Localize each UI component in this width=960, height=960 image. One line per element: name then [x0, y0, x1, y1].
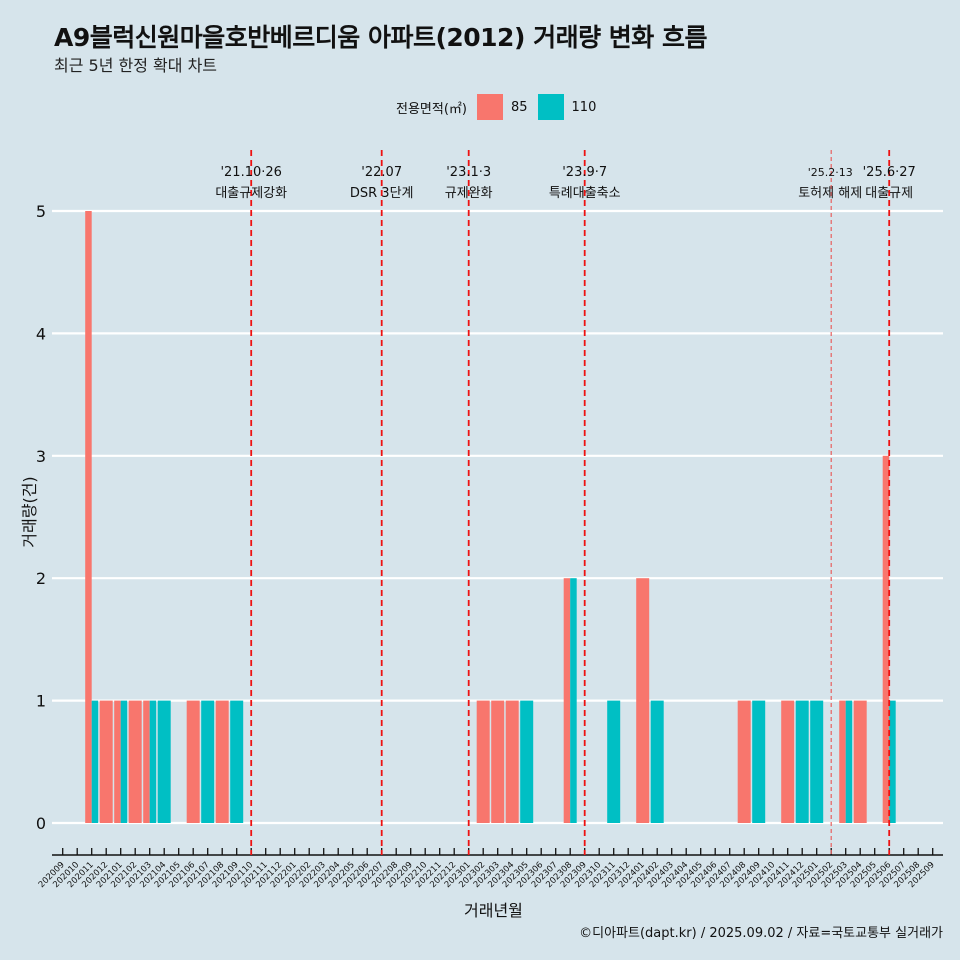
bar-110 — [201, 700, 215, 823]
bar-85 — [505, 700, 519, 823]
event-date: '21.10·26 — [220, 165, 281, 180]
event-label: 대출규제강화 — [215, 186, 287, 201]
y-tick-label: 0 — [36, 814, 46, 833]
x-axis-title: 거래년월 — [464, 901, 523, 920]
bar-85 — [99, 700, 113, 823]
bar-85 — [737, 700, 751, 823]
event-date: '22.07 — [361, 165, 402, 180]
bar-85 — [563, 578, 571, 823]
y-axis-title: 거래량(건) — [20, 476, 39, 548]
y-tick-label: 5 — [36, 202, 46, 221]
bar-110 — [650, 700, 664, 823]
legend-swatch-85 — [476, 94, 503, 120]
bar-110 — [230, 700, 244, 823]
event-label: 토허제 해제 — [798, 186, 862, 201]
y-tick-label: 1 — [36, 692, 46, 711]
bar-110 — [91, 700, 99, 823]
chart-subtitle: 최근 5년 한정 확대 차트 — [54, 56, 218, 75]
bar-85 — [491, 700, 505, 823]
caption: ©디아파트(dapt.kr) / 2025.09.02 / 자료=국토교통부 실… — [579, 926, 943, 941]
event-label: DSR 3단계 — [350, 186, 414, 201]
bar-85 — [114, 700, 121, 823]
event-date: '23.1·3 — [446, 165, 491, 180]
bar-85 — [853, 700, 867, 823]
event-date: '25.2·13 — [808, 166, 853, 179]
bar-85 — [839, 700, 846, 823]
bar-110 — [149, 700, 157, 823]
bar-110 — [157, 700, 171, 823]
bar-85 — [85, 211, 92, 823]
event-label: 특례대출축소 — [549, 186, 621, 201]
legend-label-85: 85 — [510, 99, 528, 115]
bar-85 — [143, 700, 150, 823]
bar-85 — [636, 578, 650, 823]
bar-110 — [810, 700, 824, 823]
bar-110 — [570, 578, 577, 823]
bar-110 — [520, 700, 534, 823]
bar-110 — [752, 700, 766, 823]
bar-110 — [795, 700, 809, 823]
event-label: 대출규제 — [865, 186, 913, 201]
bar-85 — [882, 455, 890, 823]
bar-110 — [889, 700, 896, 823]
bar-110 — [120, 700, 128, 823]
bar-85 — [128, 700, 142, 823]
bar-85 — [476, 700, 490, 823]
legend: 전용면적(㎡) 85 110 — [396, 94, 596, 120]
legend-swatch-110 — [537, 94, 564, 120]
legend-title: 전용면적(㎡) — [396, 101, 467, 117]
event-date: '23.9·7 — [562, 165, 607, 180]
y-tick-label: 4 — [36, 324, 46, 343]
chart-title: A9블럭신원마을호반베르디움 아파트(2012) 거래량 변화 흐름 — [54, 23, 708, 52]
bar-85 — [781, 700, 795, 823]
event-label: 규제완화 — [445, 186, 493, 201]
bar-110 — [845, 700, 853, 823]
bar-85 — [215, 700, 229, 823]
legend-label-110: 110 — [571, 99, 597, 115]
y-tick-label: 3 — [36, 447, 46, 466]
event-date: '25.6·27 — [863, 165, 916, 180]
y-tick-label: 2 — [36, 569, 46, 588]
bar-110 — [607, 700, 621, 823]
bar-85 — [186, 700, 200, 823]
